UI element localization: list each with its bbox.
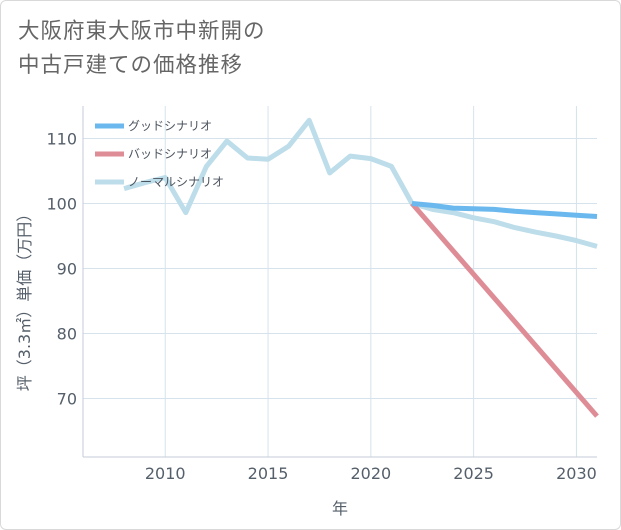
tick-labels: 70 80 90 100 110 2010 2015 2020 2025 2030 (46, 130, 596, 484)
y-axis-title: 坪（3.3㎡）単価（万円） (15, 206, 34, 391)
x-tick-label: 2015 (248, 464, 289, 483)
series-line-bad (410, 201, 599, 418)
x-axis-title: 年 (332, 499, 348, 518)
legend-label-normal: ノーマルシナリオ (128, 175, 224, 189)
x-tick-label: 2030 (556, 464, 597, 483)
legend-label-bad: バッドシナリオ (128, 147, 212, 161)
x-tick-label: 2025 (453, 464, 494, 483)
y-tick-label: 80 (57, 325, 77, 344)
series-line-normal (123, 117, 598, 249)
legend-label-good: グッドシナリオ (128, 119, 212, 133)
x-tick-label: 2010 (145, 464, 186, 483)
y-tick-label: 90 (57, 260, 77, 279)
y-tick-label: 110 (46, 130, 77, 149)
series-lines (123, 117, 599, 418)
x-tick-label: 2020 (350, 464, 391, 483)
y-tick-label: 70 (57, 390, 77, 409)
grid (82, 106, 597, 458)
chart-title: 大阪府東大阪市中新開の 中古戸建ての価格推移 (18, 15, 266, 83)
series-line-good (411, 201, 598, 219)
title-line-2: 中古戸建ての価格推移 (18, 53, 244, 78)
title-line-1: 大阪府東大阪市中新開の (18, 19, 266, 44)
y-tick-label: 100 (46, 195, 77, 214)
